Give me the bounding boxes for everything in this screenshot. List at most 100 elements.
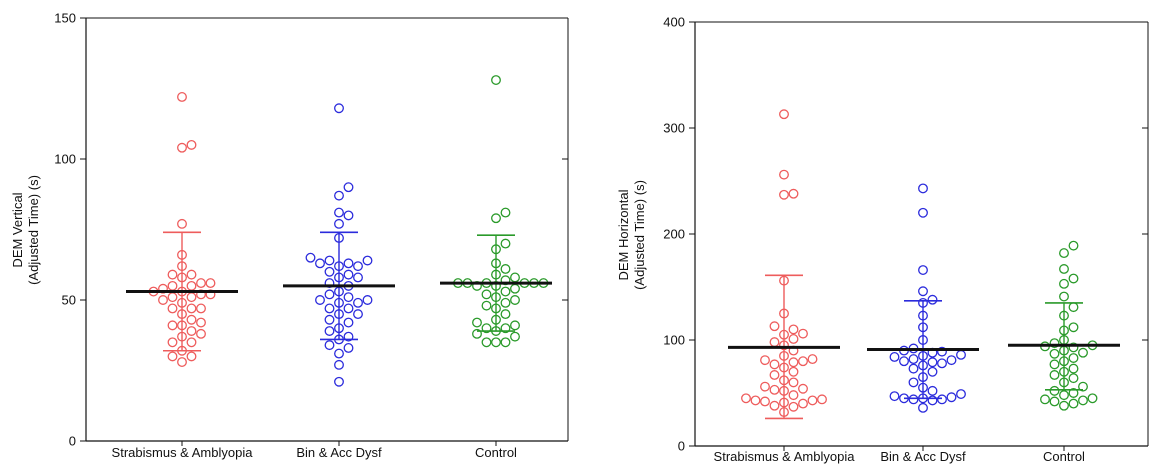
data-point: [343, 317, 354, 328]
data-point: [334, 218, 344, 229]
data-point: [769, 321, 780, 332]
data-point: [334, 359, 344, 370]
data-point: [1040, 394, 1050, 405]
data-point: [334, 348, 344, 359]
data-point: [798, 328, 808, 339]
data-point: [167, 269, 178, 280]
data-point: [1059, 400, 1069, 411]
data-point: [186, 280, 197, 291]
data-point: [1068, 302, 1079, 313]
data-point: [760, 381, 770, 392]
data-point: [491, 213, 501, 224]
data-point: [788, 401, 799, 412]
data-point: [177, 218, 187, 229]
data-point: [343, 258, 354, 269]
data-point: [186, 314, 197, 325]
data-point: [167, 337, 178, 348]
data-point: [769, 359, 780, 370]
data-point: [472, 317, 482, 328]
data-point: [798, 383, 808, 394]
data-point: [769, 337, 780, 348]
data-point: [779, 189, 789, 200]
y-tick-label: 400: [663, 15, 685, 30]
data-point: [343, 210, 354, 221]
data-point: [1087, 393, 1098, 404]
x-tick-label: Bin & Acc Dysf: [880, 449, 966, 464]
data-point: [305, 252, 316, 263]
data-point: [500, 286, 511, 297]
data-point: [918, 183, 928, 194]
data-point: [167, 303, 178, 314]
data-point: [798, 356, 808, 367]
data-point: [769, 384, 780, 395]
data-point: [334, 207, 344, 218]
data-point: [769, 400, 780, 411]
x-tick-label: Strabismus & Amblyopia: [112, 445, 254, 460]
data-point: [500, 323, 511, 334]
data-point: [186, 303, 197, 314]
data-point: [1049, 348, 1060, 359]
data-point: [918, 402, 928, 413]
data-point: [177, 142, 187, 153]
data-point: [1068, 398, 1079, 409]
data-point: [196, 278, 206, 289]
data-point: [788, 357, 799, 368]
data-point: [788, 366, 799, 377]
data-point: [510, 331, 520, 342]
data-point: [343, 269, 354, 280]
data-point: [324, 255, 335, 266]
data-point: [946, 392, 957, 403]
data-point: [1059, 390, 1069, 401]
data-point: [491, 337, 501, 348]
data-point: [472, 328, 482, 339]
data-point: [937, 358, 947, 369]
data-point: [481, 337, 492, 348]
y-tick-label: 100: [663, 333, 685, 348]
data-point: [196, 328, 206, 339]
y-tick-label: 0: [678, 439, 685, 454]
data-point: [779, 169, 789, 180]
data-point: [1068, 240, 1079, 251]
data-point: [324, 266, 335, 277]
data-point: [186, 337, 197, 348]
data-point: [324, 314, 335, 325]
data-point: [177, 92, 187, 102]
y-tick-label: 150: [54, 11, 76, 26]
data-point: [927, 385, 938, 396]
dem-horizontal-panel: DEM Horizontal (Adjusted Time) (s) 0 100 2…: [616, 15, 1149, 464]
data-point: [1078, 347, 1088, 358]
data-point: [1059, 278, 1069, 289]
data-point: [889, 352, 900, 362]
y-tick-label: 0: [69, 434, 76, 449]
y-axis-title-line1: DEM Vertical: [10, 192, 25, 267]
data-point: [186, 326, 197, 336]
data-point: [343, 292, 354, 303]
data-point: [927, 357, 938, 368]
y-axis-title-line2: (Adjusted Time) (s): [632, 180, 647, 290]
data-point: [167, 292, 178, 303]
data-point: [1049, 359, 1060, 370]
data-point: [481, 323, 492, 334]
data-point: [343, 342, 354, 353]
data-point: [788, 188, 799, 199]
data-point: [788, 324, 799, 335]
data-point: [167, 351, 178, 362]
data-point: [324, 340, 335, 351]
data-point: [481, 289, 492, 300]
data-point: [937, 346, 947, 357]
data-point: [167, 280, 178, 291]
data-point: [500, 264, 511, 274]
data-point: [788, 377, 799, 388]
data-point: [1068, 322, 1079, 333]
data-point: [788, 390, 799, 401]
data-point: [937, 394, 947, 405]
data-point: [343, 303, 354, 314]
data-point: [807, 395, 818, 406]
data-point: [186, 139, 197, 150]
data-point: [167, 320, 178, 331]
data-point: [353, 297, 363, 308]
data-point: [817, 394, 827, 405]
data-point: [481, 300, 492, 311]
data-point: [908, 394, 919, 405]
